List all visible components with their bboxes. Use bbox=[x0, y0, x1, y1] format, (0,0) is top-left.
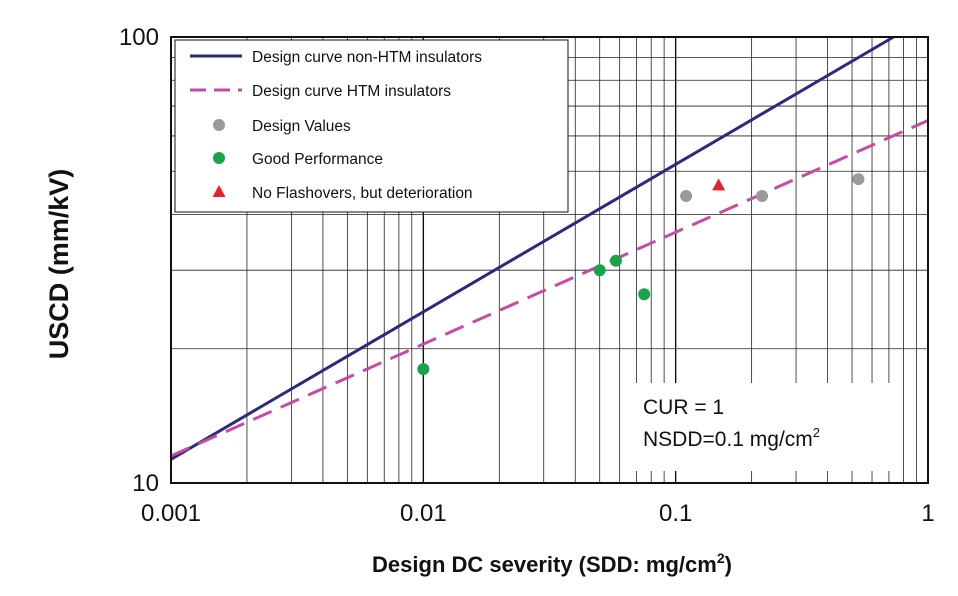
annotation-background bbox=[631, 383, 901, 471]
x-tick-label: 0.001 bbox=[141, 500, 201, 527]
data-point bbox=[638, 288, 651, 301]
x-axis-title-end: ) bbox=[725, 552, 732, 577]
annotation-line-1: CUR = 1 bbox=[643, 396, 724, 419]
legend-label: Design curve non-HTM insulators bbox=[252, 49, 482, 66]
data-point bbox=[609, 254, 622, 267]
x-axis-title: Design DC severity (SDD: mg/cm2) bbox=[372, 550, 732, 577]
y-tick-label: 100 bbox=[119, 24, 159, 51]
legend-marker-swatch bbox=[213, 152, 225, 164]
data-point bbox=[712, 178, 726, 191]
y-axis: 10 100 bbox=[119, 24, 159, 497]
annotation-line-2-text: NSDD=0.1 mg/cm bbox=[643, 428, 813, 451]
legend-box bbox=[174, 39, 569, 213]
legend: Design curve non-HTM insulators Design cu… bbox=[174, 39, 569, 213]
x-tick-label: 0.1 bbox=[659, 500, 692, 527]
plot-frame bbox=[170, 36, 929, 484]
annotation-line-2-sup: 2 bbox=[813, 425, 820, 440]
series-line bbox=[171, 119, 928, 458]
data-point bbox=[680, 190, 693, 203]
legend-label: No Flashovers, but deterioration bbox=[252, 185, 473, 202]
annotation-line-2: NSDD=0.1 mg/cm2 bbox=[643, 425, 820, 451]
legend-label: Design Values bbox=[252, 118, 351, 135]
data-point bbox=[756, 190, 769, 203]
y-tick-label: 10 bbox=[132, 470, 159, 497]
data-point bbox=[593, 264, 606, 277]
y-axis-title: USCD (mm/kV) bbox=[44, 169, 74, 360]
series-layer bbox=[171, 37, 928, 461]
legend-marker-swatch bbox=[213, 119, 225, 131]
annotation-box: CUR = 1 NSDD=0.1 mg/cm2 bbox=[631, 383, 901, 471]
legend-label: Design curve HTM insulators bbox=[252, 83, 451, 100]
legend-label: Good Performance bbox=[252, 151, 383, 168]
legend-marker-swatch bbox=[212, 185, 226, 197]
x-axis: 0.001 0.01 0.1 1 bbox=[141, 500, 935, 527]
data-point bbox=[417, 363, 430, 376]
x-axis-title-sup: 2 bbox=[717, 550, 725, 566]
x-tick-label: 1 bbox=[921, 500, 934, 527]
series-line bbox=[171, 37, 895, 461]
x-tick-label: 0.01 bbox=[400, 500, 447, 527]
data-point bbox=[852, 173, 865, 186]
